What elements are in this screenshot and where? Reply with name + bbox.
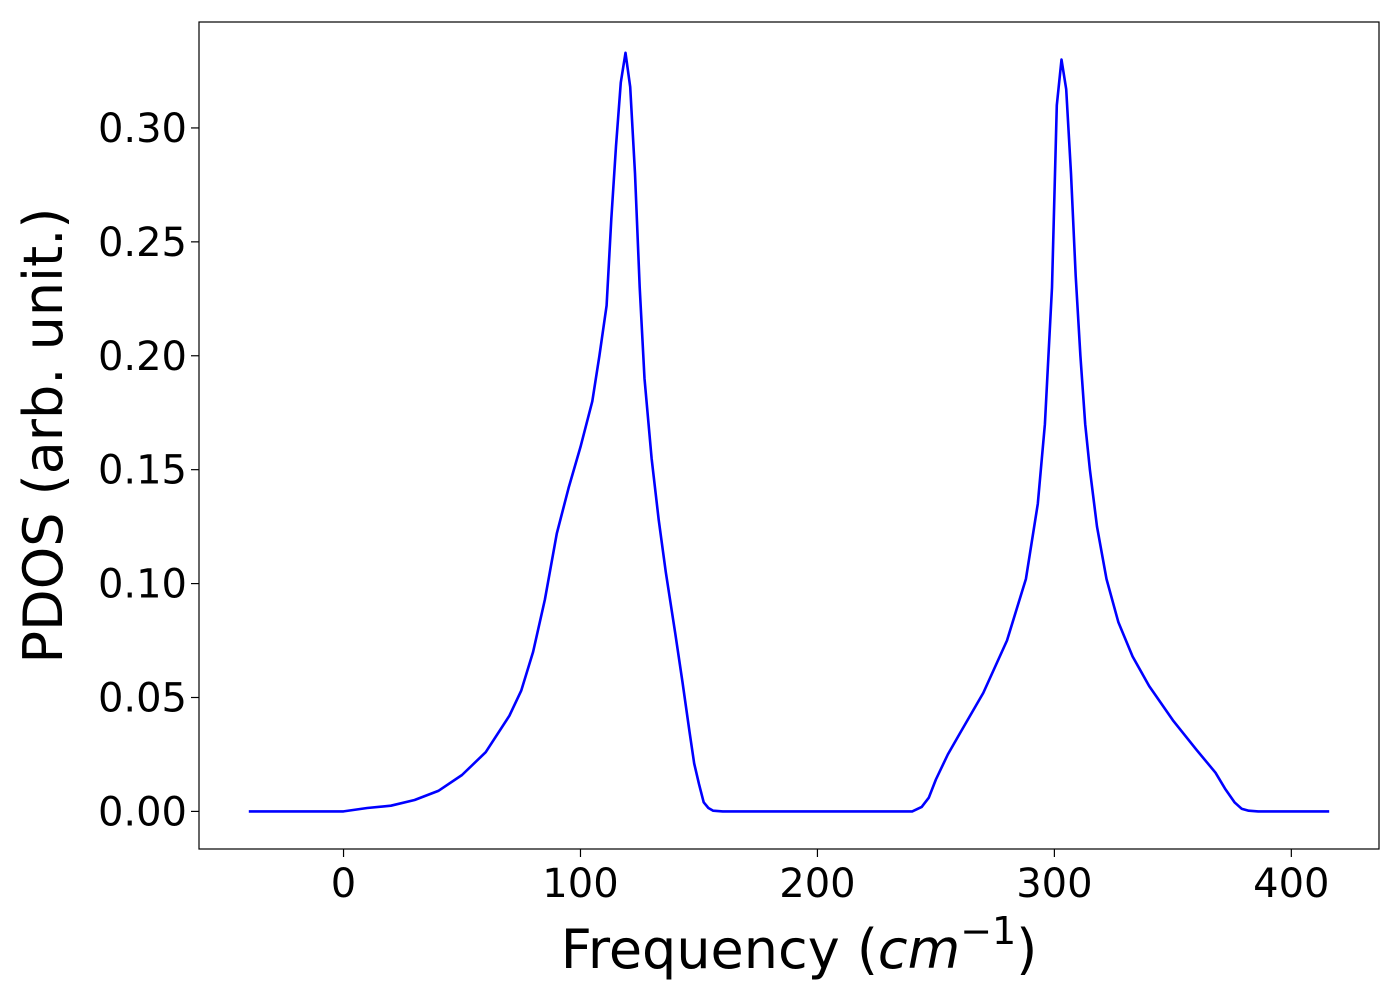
x-axis-ticks: 0 100 200 300 400 <box>331 849 1330 907</box>
y-tick-label: 0.25 <box>98 220 187 266</box>
plot-frame <box>198 21 1380 850</box>
x-axis-label: Frequency (cm−1) <box>561 909 1038 981</box>
y-tick-label: 0.00 <box>98 789 187 835</box>
x-tick-label: 300 <box>1016 861 1092 907</box>
x-axis-label-exponent: −1 <box>960 909 1016 953</box>
y-tick-label: 0.15 <box>98 448 187 494</box>
y-axis-ticks: 0.00 0.05 0.10 0.15 0.20 0.25 0.30 <box>98 106 199 835</box>
series-line <box>248 51 1330 813</box>
y-axis-label: PDOS (arb. unit.) <box>12 208 75 664</box>
x-tick-label: 100 <box>542 861 618 907</box>
x-tick-label: 0 <box>331 861 356 907</box>
y-tick-label: 0.20 <box>98 334 187 380</box>
y-tick-label: 0.05 <box>98 675 187 721</box>
y-tick-label: 0.30 <box>98 106 187 152</box>
x-tick-label: 400 <box>1253 861 1329 907</box>
x-tick-label: 200 <box>779 861 855 907</box>
x-axis-label-close: ) <box>1016 918 1037 981</box>
series-layer <box>248 51 1330 813</box>
x-axis-label-unit: cm <box>878 918 960 981</box>
x-axis-label-text: Frequency ( <box>561 918 878 981</box>
y-tick-label: 0.10 <box>98 562 187 608</box>
